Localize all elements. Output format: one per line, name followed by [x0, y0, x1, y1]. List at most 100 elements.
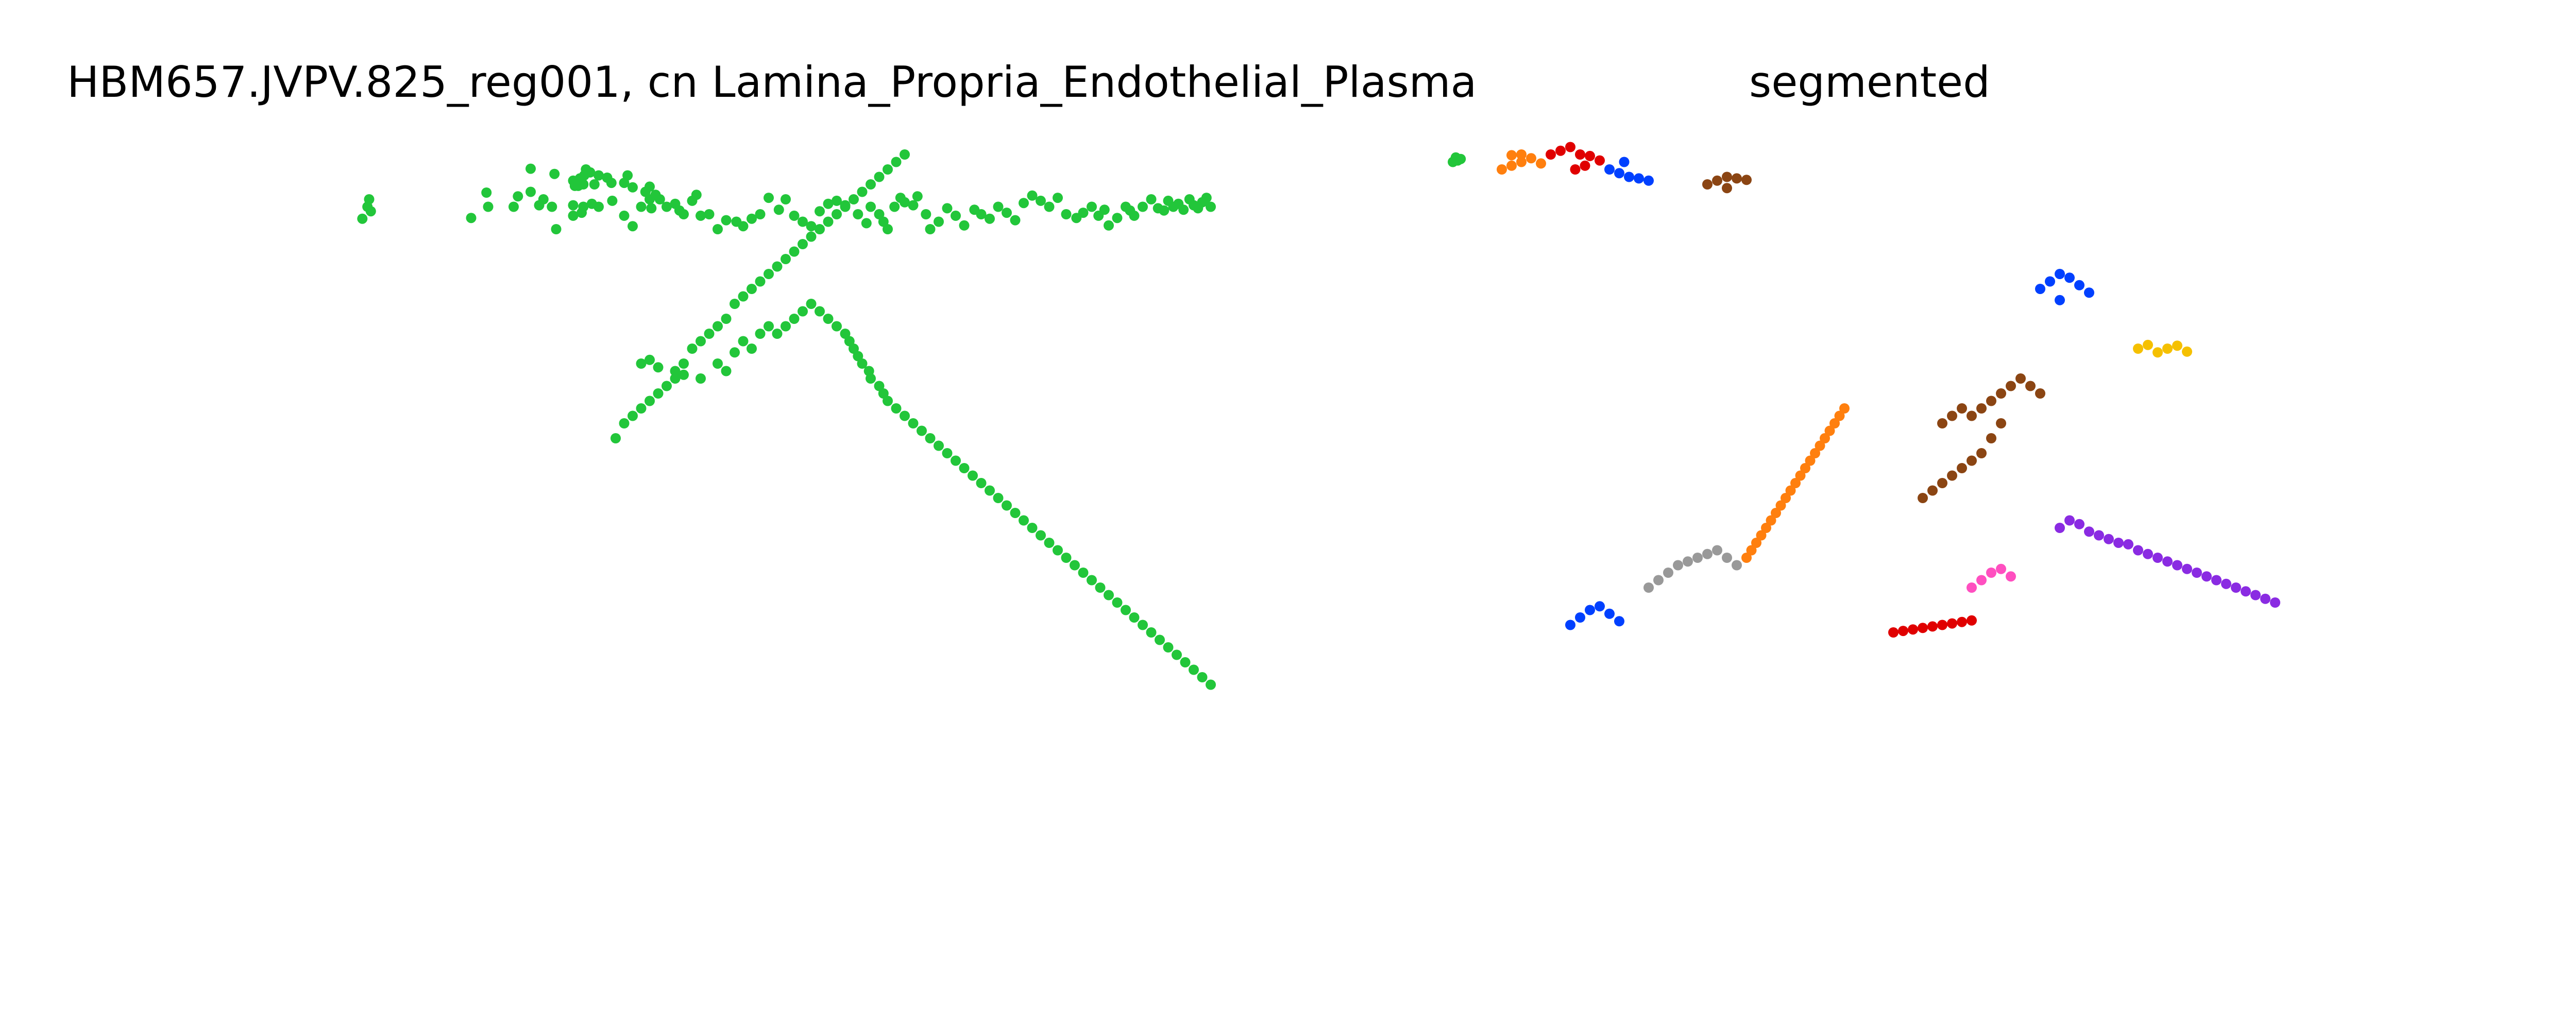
left-point-s0-113 [1159, 205, 1170, 216]
left-point-s0-210 [755, 276, 766, 287]
segmented-point-s12-8 [1967, 615, 1977, 626]
segmented-point-s10-5 [1692, 553, 1703, 563]
segmented-point-s1-2 [1516, 157, 1527, 167]
left-point-s0-147 [849, 344, 859, 354]
left-point-s0-44 [645, 194, 655, 204]
segmented-point-s3-4 [1643, 175, 1654, 186]
segmented-point-s3-3 [1634, 173, 1644, 184]
segmented-point-s7-7 [2006, 381, 2016, 391]
left-point-s0-47 [662, 201, 672, 212]
segmented-point-s8-19 [2241, 586, 2251, 597]
left-point-s0-26 [645, 181, 655, 192]
left-point-s0-198 [653, 388, 664, 399]
left-point-s0-203 [696, 336, 706, 347]
left-point-s0-167 [993, 493, 1004, 503]
left-point-s0-154 [883, 396, 893, 406]
segmented-point-s4-5 [1722, 183, 1732, 194]
left-point-s0-201 [679, 358, 689, 369]
left-point-s0-204 [704, 329, 715, 339]
left-point-s0-144 [832, 321, 842, 332]
segmented-point-s7-8 [2015, 373, 2026, 384]
segmented-point-s9-9 [1785, 485, 1796, 496]
left-point-s0-56 [721, 215, 732, 226]
segmented-point-s1-0 [1497, 164, 1507, 175]
segmented-point-s10-7 [1712, 545, 1722, 556]
left-point-s0-59 [747, 213, 757, 224]
left-point-s0-72 [861, 218, 872, 229]
left-point-s0-224 [874, 171, 885, 182]
segmented-point-s7-14 [1967, 455, 1977, 466]
segmented-point-s8-5 [2104, 534, 2114, 544]
segmented-point-s6-2 [2153, 347, 2163, 358]
left-point-s0-164 [968, 470, 978, 481]
left-point-s0-106 [1112, 213, 1123, 224]
left-point-s0-174 [1053, 545, 1063, 556]
left-point-s0-28 [509, 201, 519, 212]
left-point-s0-208 [738, 291, 749, 302]
segmented-point-s8-12 [2172, 560, 2182, 571]
left-point-s0-226 [891, 157, 902, 167]
left-point-s0-139 [789, 314, 800, 324]
left-point-s0-34 [551, 224, 562, 234]
segmented-point-s13-5 [1614, 616, 1624, 627]
left-point-s0-104 [1099, 204, 1110, 215]
segmented-point-s12-1 [1898, 626, 1908, 637]
left-point-s0-126 [653, 362, 664, 373]
left-point-s0-93 [1010, 215, 1021, 226]
segmented-point-s9-6 [1771, 508, 1781, 518]
segmented-point-s12-4 [1927, 621, 1938, 632]
segmented-point-s8-1 [2064, 515, 2075, 526]
left-point-s0-220 [840, 201, 851, 212]
segmented-point-s5-2 [2055, 269, 2065, 279]
left-point-s0-185 [1146, 627, 1157, 638]
segmented-point-s13-4 [1604, 608, 1615, 619]
segmented-point-s10-0 [1643, 582, 1654, 593]
left-point-s0-213 [781, 254, 791, 264]
left-point-s0-216 [806, 231, 817, 242]
left-point-s0-175 [1061, 553, 1072, 563]
segmented-point-s7-4 [1976, 403, 1987, 414]
left-point-s0-3 [466, 213, 477, 224]
segmented-point-s7-19 [1918, 493, 1928, 503]
segmented-point-s11-4 [2006, 571, 2016, 582]
left-point-s0-130 [713, 358, 723, 369]
segmented-point-s0-3 [1455, 153, 1466, 164]
segmented-point-s2-4 [1585, 150, 1595, 161]
left-point-s0-54 [704, 209, 715, 219]
segmented-point-s9-18 [1829, 418, 1840, 428]
left-point-s0-189 [1180, 657, 1191, 667]
segmented-point-s8-9 [2143, 548, 2153, 559]
segmented-point-s8-3 [2084, 526, 2094, 537]
segmented-point-s10-3 [1673, 560, 1683, 571]
left-point-s0-133 [738, 336, 749, 347]
segmented-point-s7-5 [1986, 396, 1996, 406]
left-point-s0-161 [942, 448, 953, 458]
left-point-s0-37 [578, 201, 589, 212]
segmented-point-s6-3 [2162, 344, 2173, 354]
left-point-s0-110 [1138, 201, 1148, 212]
left-point-s0-197 [645, 396, 655, 406]
left-point-s0-134 [747, 344, 757, 354]
left-point-s0-33 [547, 201, 557, 212]
left-point-s0-99 [1061, 209, 1072, 219]
segmented-point-s12-0 [1888, 627, 1899, 638]
left-point-s0-136 [764, 321, 774, 332]
segmented-point-s7-0 [1937, 418, 1947, 428]
segmented-point-s8-15 [2201, 571, 2212, 582]
left-point-s0-52 [691, 190, 702, 200]
left-point-s0-205 [713, 321, 723, 332]
left-point-s0-97 [1044, 201, 1055, 212]
segmented-point-s8-20 [2250, 590, 2261, 600]
left-point-s0-227 [900, 149, 910, 160]
left-point-s0-40 [594, 201, 604, 212]
segmented-point-s8-14 [2192, 568, 2202, 578]
left-point-s0-87 [959, 220, 970, 231]
segmented-point-s2-2 [1565, 142, 1575, 152]
left-point-s0-20 [594, 170, 604, 181]
segmented-point-s7-15 [1957, 463, 1967, 473]
segmented-point-s12-3 [1918, 623, 1928, 633]
left-point-s0-132 [730, 347, 740, 358]
left-point-s0-7 [526, 163, 536, 174]
left-point-s0-143 [823, 314, 834, 324]
segmented-point-s8-4 [2094, 530, 2104, 541]
